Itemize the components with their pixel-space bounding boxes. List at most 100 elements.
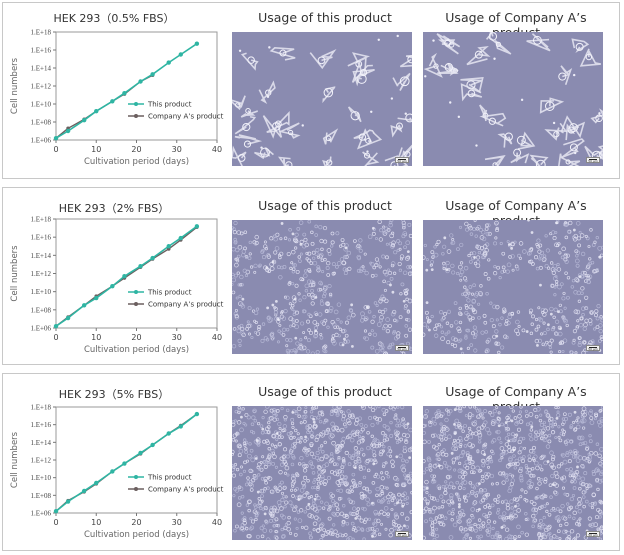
micrograph-company-a: 50 μm [423,32,603,166]
y-tick-label: 1.E+14 [31,252,52,260]
data-point [94,480,99,486]
x-tick-label: 40 [212,518,222,527]
scale-bar: 50 μm [586,345,600,351]
micrograph-texture [423,32,603,166]
x-axis-label: Cultivation period (days) [84,345,189,355]
micrograph-texture [423,220,603,354]
y-tick-label: 1.E+08 [31,306,52,314]
legend-entry: Company A’s product [148,113,224,121]
data-point [122,461,127,466]
data-point [138,79,143,84]
x-tick-label: 20 [131,145,141,154]
y-tick-label: 1.E+18 [31,29,52,37]
scale-bar: 50 μm [586,531,600,537]
y-tick-label: 1.E+16 [31,47,52,55]
micrograph-this-product: 50 μm [232,406,412,540]
chart-title: HEK 293（0.5% FBS） [53,12,175,25]
legend-entry: This product [147,101,192,109]
x-tick-label: 0 [53,518,58,527]
scale-bar: 50 μm [586,157,600,163]
data-point [194,41,200,46]
x-tick-label: 30 [172,145,182,154]
data-point [150,442,155,448]
growth-chart: HEK 293（2% FBS） 1.E+06 1.E+08 1.E+10 1.E+12… [3,188,225,364]
x-tick-label: 30 [172,518,182,527]
panel-2pct-fbs: HEK 293（2% FBS） 1.E+06 1.E+08 1.E+10 1.E+12… [2,187,620,365]
data-point [65,499,71,504]
photo-title-this-product: Usage of this product [258,10,392,25]
data-point [150,255,155,261]
data-point [81,118,87,123]
data-point [178,52,183,57]
data-point [53,136,59,141]
legend-entry: This product [147,289,192,297]
micrograph-company-a: 50 μm [423,406,603,540]
y-axis-label: Cell numbers [10,57,20,114]
x-tick-label: 10 [91,518,101,527]
x-axis-label: Cultivation period (days) [84,530,189,540]
photo-title-this-product: Usage of this product [258,198,392,213]
data-point [138,450,143,456]
data-point [110,469,115,474]
scale-bar: 50 μm [395,345,409,351]
y-tick-label: 1.E+12 [31,457,52,465]
data-point [81,488,87,494]
data-point [138,264,143,269]
y-tick-label: 1.E+12 [31,270,52,278]
legend-entry: This product [147,474,192,482]
chart-title: HEK 293（2% FBS） [58,202,170,215]
y-tick-label: 1.E+16 [31,421,52,429]
legend-entry: Company A’s product [148,486,224,494]
micrograph-texture [232,32,412,166]
y-tick-label: 1.E+16 [31,234,52,242]
data-point [166,244,171,249]
data-point [110,99,115,104]
micrograph-this-product: 50 μm [232,32,412,166]
x-tick-label: 10 [91,333,101,342]
x-tick-label: 0 [53,145,58,154]
y-tick-label: 1.E+06 [31,137,52,145]
photo-title-this-product: Usage of this product [258,384,392,399]
micrograph-texture [232,406,412,540]
y-tick-label: 1.E+14 [31,65,52,73]
data-point [150,72,155,77]
legend-entry: Company A’s product [148,301,224,309]
x-axis-label: Cultivation period (days) [84,157,189,167]
y-tick-label: 1.E+14 [31,439,52,447]
x-tick-label: 30 [172,333,182,342]
scale-bar: 50 μm [395,531,409,537]
data-point [122,91,127,96]
data-point [94,109,99,114]
data-point [166,431,171,436]
data-point [110,284,115,289]
x-tick-label: 20 [131,333,141,342]
x-tick-label: 40 [212,145,222,154]
panel-0.5pct-fbs: HEK 293（0.5% FBS） 1.E+06 1.E+08 1.E+10 1.E+… [2,2,620,179]
y-tick-label: 1.E+12 [31,83,52,91]
y-tick-label: 1.E+10 [31,474,52,482]
micrograph-this-product: 50 μm [232,220,412,354]
y-axis-label: Cell numbers [10,431,20,488]
x-tick-label: 40 [212,333,222,342]
y-tick-label: 1.E+10 [31,288,52,296]
data-point [65,128,71,134]
data-point [194,224,200,229]
x-tick-label: 20 [131,518,141,527]
data-point [178,424,183,429]
growth-chart: HEK 293（5% FBS） 1.E+06 1.E+08 1.E+10 1.E+12… [3,374,225,550]
y-tick-label: 1.E+08 [31,492,52,500]
series-this-product [55,43,198,139]
chart-title: HEK 293（5% FBS） [58,388,170,401]
x-tick-label: 10 [91,145,101,154]
y-tick-label: 1.E+18 [31,216,52,224]
micrograph-texture [423,406,603,540]
panel-5pct-fbs: HEK 293（5% FBS） 1.E+06 1.E+08 1.E+10 1.E+12… [2,373,620,551]
y-tick-label: 1.E+06 [31,325,52,333]
data-point [178,235,183,241]
data-point [194,411,200,417]
chart-plot: 1.E+06 1.E+08 1.E+10 1.E+12 1.E+14 1.E+16 1.E+… [10,29,224,168]
y-axis-label: Cell numbers [10,245,20,302]
data-point [53,509,59,514]
data-point [122,274,127,279]
growth-chart: HEK 293（0.5% FBS） 1.E+06 1.E+08 1.E+10 1.E+… [3,3,225,178]
